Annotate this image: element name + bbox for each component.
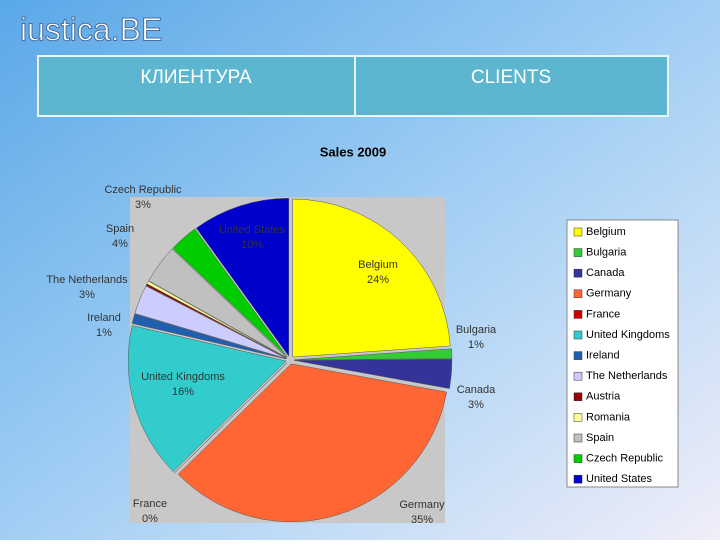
data-label: 1% (468, 339, 484, 351)
legend-label: Bulgaria (586, 247, 627, 259)
data-label-name: Germany (399, 499, 445, 511)
legend-swatch (573, 248, 583, 257)
data-label: 35% (411, 514, 433, 526)
data-label: 3% (79, 289, 95, 301)
legend-label: Spain (586, 432, 614, 444)
pie-slice (148, 248, 287, 358)
data-label: 3% (468, 399, 484, 411)
data-label: 16% (172, 386, 194, 398)
data-label-name: Canada (457, 384, 496, 396)
legend-swatch (573, 454, 583, 463)
legend-swatch (573, 268, 583, 278)
legend-swatch (573, 351, 583, 360)
legend-label: United Kingdoms (586, 329, 670, 341)
legend-label: Austria (586, 391, 621, 403)
pie-slice (131, 313, 287, 360)
data-label: 24% (367, 274, 389, 286)
pie-slice (146, 280, 287, 359)
logo: iustica.BE (20, 11, 162, 47)
pie-slice (293, 358, 453, 389)
pie-slice (195, 197, 290, 357)
data-label-name: United Kingdoms (141, 371, 225, 383)
pie-slice (177, 363, 447, 523)
pie-slice (134, 285, 287, 359)
data-label: 10% (241, 239, 263, 251)
legend-label: The Netherlands (586, 370, 668, 382)
data-label: 1% (96, 327, 112, 339)
data-label-name: Czech Republic (104, 184, 182, 196)
legend-swatch (573, 310, 583, 319)
legend-label: United States (586, 473, 653, 485)
data-label: 4% (112, 238, 128, 250)
pie-slice (293, 348, 453, 361)
data-label: 0% (142, 513, 158, 525)
header-cell: CLIENTS (471, 67, 551, 88)
pie-slice (127, 325, 287, 472)
legend-label: France (586, 308, 620, 320)
pie-slice (292, 198, 451, 358)
legend-swatch (573, 371, 583, 381)
data-label-name: United States (219, 224, 286, 236)
data-label: 3% (135, 199, 151, 211)
pie-slice (172, 228, 288, 358)
data-label-name: Spain (106, 223, 134, 235)
data-label-name: Belgium (358, 259, 398, 271)
header-cell: КЛИЕНТУРА (140, 67, 252, 88)
legend-swatch (573, 289, 583, 299)
legend-swatch (573, 413, 583, 422)
legend-label: Czech Republic (586, 453, 664, 465)
data-label-name: Ireland (87, 312, 121, 324)
legend-label: Romania (586, 411, 631, 423)
data-label-name: The Netherlands (46, 274, 128, 286)
legend-swatch (573, 433, 583, 443)
chart-title: Sales 2009 (320, 144, 387, 159)
legend-label: Canada (586, 267, 625, 279)
legend-swatch (573, 227, 583, 237)
legend (566, 219, 679, 488)
header-table (37, 55, 669, 117)
legend-label: Belgium (586, 226, 626, 238)
data-label-name: Bulgaria (456, 324, 497, 336)
legend-swatch (573, 392, 583, 402)
legend-swatch (573, 474, 583, 484)
legend-label: Ireland (586, 350, 620, 362)
data-label-name: France (133, 498, 167, 510)
legend-swatch (573, 330, 583, 340)
legend-label: Germany (586, 288, 632, 300)
